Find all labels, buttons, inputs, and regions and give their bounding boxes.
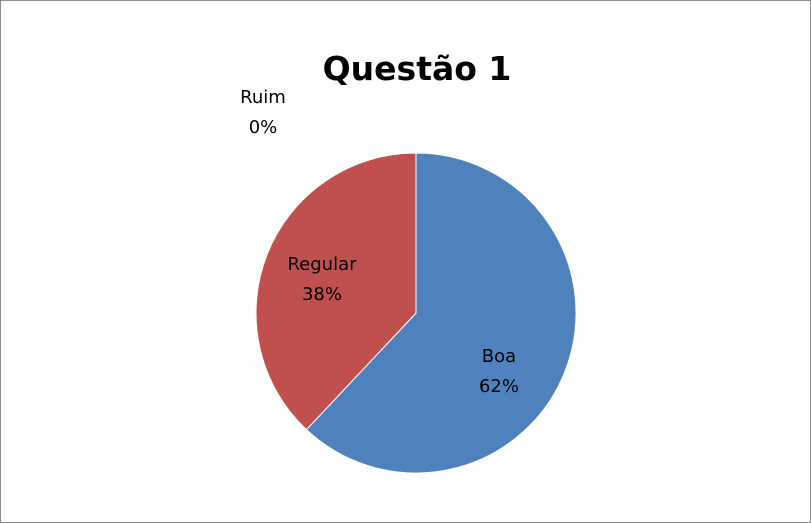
- data-label-ruim: Ruim 0%: [240, 87, 286, 138]
- data-label-ruim-category: Ruim: [240, 87, 286, 108]
- data-label-boa-percent: 62%: [479, 376, 519, 397]
- data-label-regular-percent: 38%: [302, 284, 342, 305]
- data-label-ruim-percent: 0%: [249, 117, 278, 138]
- data-label-boa: Boa 62%: [479, 346, 519, 397]
- data-label-regular-category: Regular: [287, 254, 357, 275]
- pie-slice-boa: [305, 152, 577, 474]
- data-label-regular: Regular 38%: [287, 254, 357, 305]
- chart-title: Questão 1: [323, 49, 512, 88]
- slice-labels: Boa 62% Regular 38% Ruim 0%: [240, 87, 519, 397]
- data-label-boa-category: Boa: [482, 346, 516, 367]
- pie-slice-regular: [255, 152, 417, 431]
- pie-slices: [255, 152, 577, 474]
